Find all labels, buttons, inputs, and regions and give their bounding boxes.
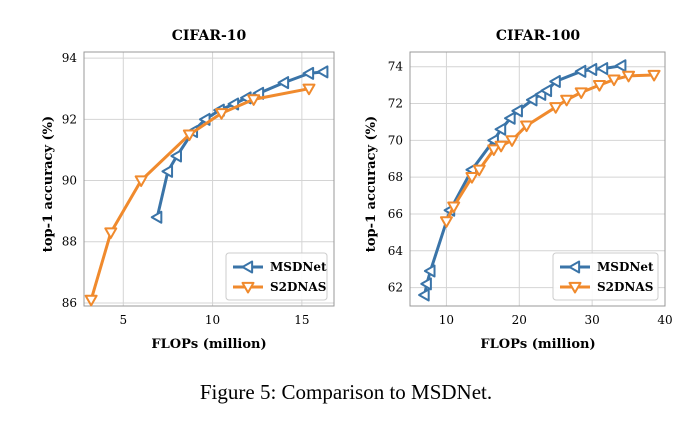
series-msdnet bbox=[150, 65, 329, 224]
legend-label-s2dnas: S2DNAS bbox=[270, 280, 326, 294]
legend: MSDNet S2DNAS bbox=[552, 252, 659, 301]
legend-label-s2dnas: S2DNAS bbox=[597, 280, 653, 294]
y-tick-label: 66 bbox=[388, 207, 403, 221]
data-point-s2dnas bbox=[592, 80, 606, 92]
legend-label-msdnet: MSDNet bbox=[270, 260, 327, 274]
series-s2dnas bbox=[439, 69, 661, 228]
data-point-msdnet bbox=[420, 277, 432, 291]
data-point-s2dnas bbox=[134, 175, 148, 188]
data-point-s2dnas bbox=[574, 87, 588, 99]
series-msdnet bbox=[418, 59, 627, 302]
data-point-s2dnas bbox=[487, 144, 501, 157]
y-tick-label: 86 bbox=[62, 296, 77, 310]
data-point-msdnet bbox=[596, 62, 609, 76]
data-point-s2dnas bbox=[560, 94, 574, 107]
plot-area-cifar10: 5 10 15 86 88 90 92 94 MSDNet S2DNAS bbox=[62, 51, 335, 327]
data-point-msdnet bbox=[150, 210, 163, 224]
legend-marker-msdnet bbox=[568, 260, 581, 274]
legend-marker-s2dnas bbox=[568, 281, 582, 294]
plot-frame bbox=[409, 51, 666, 307]
data-point-s2dnas bbox=[647, 69, 661, 82]
x-axis-label: FLOPs (million) bbox=[151, 337, 266, 352]
data-point-msdnet bbox=[549, 74, 561, 88]
data-point-s2dnas bbox=[439, 216, 453, 228]
data-point-s2dnas bbox=[472, 164, 486, 177]
chart-title: CIFAR-100 bbox=[496, 28, 581, 44]
x-tick-label: 10 bbox=[439, 313, 454, 327]
x-tick-label: 5 bbox=[119, 313, 127, 327]
series-s2dnas bbox=[84, 83, 316, 307]
data-point-s2dnas bbox=[104, 227, 118, 240]
data-point-msdnet bbox=[511, 104, 523, 118]
data-point-msdnet bbox=[494, 122, 507, 136]
x-tick-label: 40 bbox=[657, 313, 672, 327]
data-point-s2dnas bbox=[84, 294, 98, 307]
data-point-msdnet bbox=[277, 76, 290, 90]
x-tick-label: 30 bbox=[585, 313, 600, 327]
y-tick-label: 92 bbox=[62, 112, 77, 126]
data-point-msdnet bbox=[170, 149, 182, 163]
y-axis-label: top-1 accuracy (%) bbox=[41, 116, 56, 252]
x-tick-label: 15 bbox=[294, 313, 309, 327]
data-point-msdnet bbox=[302, 66, 315, 80]
y-tick-label: 88 bbox=[62, 235, 77, 249]
data-point-msdnet bbox=[423, 264, 436, 278]
chart-cifar100: CIFAR-100 FLOPs (million) top-1 accuracy… bbox=[364, 28, 673, 352]
legend-marker-s2dnas bbox=[241, 281, 255, 294]
series-line-s2dnas bbox=[445, 73, 655, 222]
y-tick-label: 72 bbox=[388, 97, 403, 111]
data-point-msdnet bbox=[316, 65, 329, 79]
figure-caption: Figure 5: Comparison to MSDNet. bbox=[199, 380, 493, 404]
data-point-msdnet bbox=[418, 288, 430, 302]
legend-label-msdnet: MSDNet bbox=[597, 260, 654, 274]
data-point-s2dnas bbox=[520, 120, 534, 133]
legend: MSDNet S2DNAS bbox=[225, 252, 328, 301]
data-point-msdnet bbox=[614, 59, 627, 73]
data-point-msdnet bbox=[540, 84, 553, 98]
data-point-msdnet bbox=[504, 111, 516, 125]
data-point-s2dnas bbox=[215, 108, 228, 120]
x-axis-label: FLOPs (million) bbox=[480, 337, 595, 352]
y-tick-label: 68 bbox=[388, 170, 403, 184]
y-tick-label: 94 bbox=[62, 51, 78, 65]
y-tick-label: 62 bbox=[388, 281, 403, 295]
data-point-s2dnas bbox=[182, 129, 196, 142]
plot-frame bbox=[83, 51, 335, 307]
data-point-s2dnas bbox=[494, 140, 508, 153]
series-line-msdnet bbox=[155, 70, 324, 218]
chart-title: CIFAR-10 bbox=[172, 28, 247, 44]
x-tick-label: 10 bbox=[205, 313, 220, 327]
figure: CIFAR-10 FLOPs (million) top-1 accuracy … bbox=[41, 28, 673, 352]
data-point-s2dnas bbox=[247, 94, 261, 106]
data-point-s2dnas bbox=[302, 83, 316, 96]
data-point-s2dnas bbox=[465, 172, 479, 184]
data-point-msdnet bbox=[525, 93, 538, 107]
data-point-msdnet bbox=[574, 64, 587, 78]
plot-area-cifar100: 10 20 30 40 62 64 66 68 70 72 74 MSDNet S2DNAS bbox=[388, 51, 673, 327]
data-point-msdnet bbox=[161, 164, 174, 178]
data-point-s2dnas bbox=[447, 201, 461, 214]
y-tick-label: 70 bbox=[388, 133, 403, 147]
y-tick-label: 90 bbox=[62, 174, 77, 188]
y-tick-label: 74 bbox=[388, 60, 404, 74]
y-axis-label: top-1 accuracy (%) bbox=[364, 116, 379, 252]
data-point-s2dnas bbox=[549, 102, 563, 114]
data-point-msdnet bbox=[585, 62, 598, 76]
data-point-s2dnas bbox=[607, 74, 621, 87]
data-point-s2dnas bbox=[505, 135, 519, 147]
y-tick-label: 64 bbox=[388, 244, 404, 258]
x-tick-label: 20 bbox=[512, 313, 527, 327]
legend-marker-msdnet bbox=[241, 260, 254, 274]
data-point-s2dnas bbox=[622, 70, 636, 83]
chart-cifar10: CIFAR-10 FLOPs (million) top-1 accuracy … bbox=[41, 28, 335, 352]
